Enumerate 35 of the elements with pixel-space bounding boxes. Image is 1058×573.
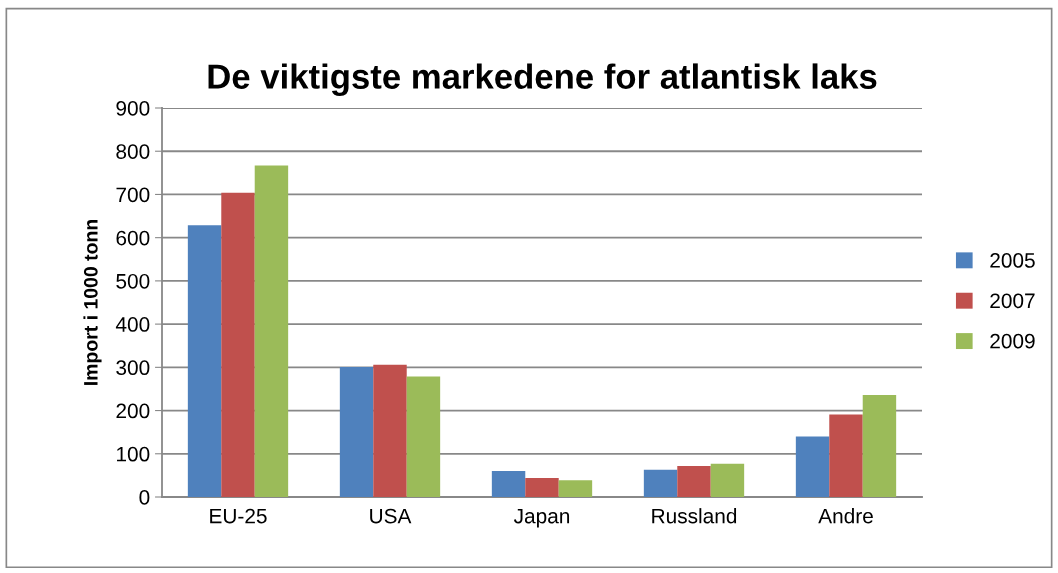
- x-tick-label: Russland: [652, 508, 737, 524]
- bar: [710, 463, 745, 497]
- bar: [862, 395, 897, 497]
- bar: [406, 376, 441, 497]
- bar: [795, 436, 830, 497]
- y-tick-label: 900: [116, 101, 150, 116]
- x-tick-label: USA: [370, 508, 412, 524]
- bar: [491, 471, 526, 497]
- y-tick-label: 600: [116, 230, 150, 246]
- bar: [373, 364, 407, 497]
- bar: [254, 165, 289, 497]
- y-tick-label: 800: [116, 144, 150, 159]
- bar: [525, 477, 559, 497]
- bar: [643, 469, 678, 497]
- legend-label: 2005: [990, 253, 1035, 268]
- bar: [558, 480, 593, 497]
- legend-label: 2009: [990, 333, 1035, 349]
- x-tick-label: Andre: [818, 508, 873, 524]
- y-tick-label: 500: [116, 273, 150, 289]
- bar: [829, 414, 863, 497]
- y-axis-title: Import i 1000 tonn: [83, 219, 102, 385]
- y-tick-label: 700: [116, 187, 150, 203]
- legend-label: 2007: [990, 293, 1035, 309]
- bar: [187, 225, 222, 497]
- y-tick-label: 200: [116, 403, 150, 419]
- x-tick-label: EU-25: [210, 508, 267, 524]
- y-tick-label: 300: [116, 360, 150, 376]
- bar: [339, 366, 374, 497]
- bar: [677, 465, 711, 497]
- chart-title: De viktigste markedene for atlantisk laks: [208, 63, 877, 96]
- y-tick-label: 0: [139, 490, 150, 505]
- bar: [221, 192, 255, 497]
- y-tick-label: 400: [115, 317, 150, 332]
- y-tick-label: 100: [117, 446, 150, 462]
- x-tick-label: Japan: [513, 508, 570, 528]
